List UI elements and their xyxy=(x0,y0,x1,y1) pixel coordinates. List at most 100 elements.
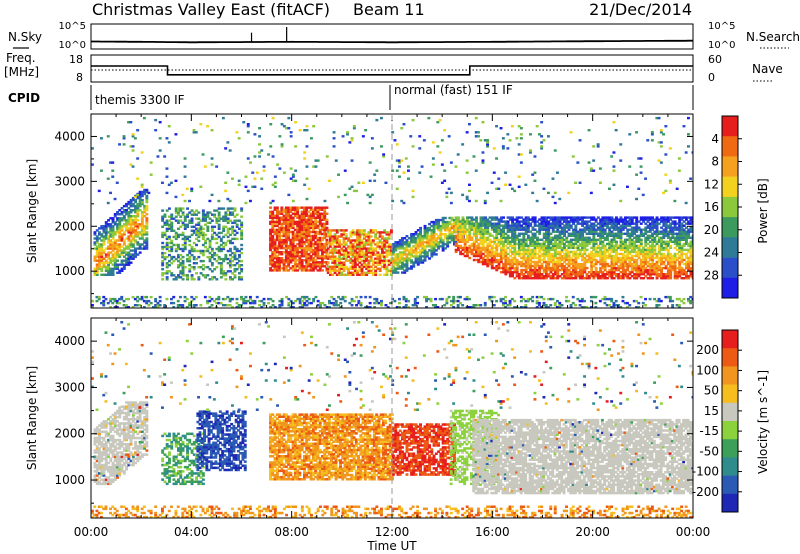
power-cell xyxy=(522,256,526,260)
power-cell xyxy=(522,240,526,243)
power-cell xyxy=(651,271,654,274)
power-cell xyxy=(653,220,657,223)
power-cell xyxy=(574,224,578,227)
power-cell xyxy=(567,244,571,248)
power-cell xyxy=(533,268,537,272)
power-cell xyxy=(138,243,142,246)
power-cell xyxy=(545,260,548,264)
power-cell xyxy=(278,212,281,215)
power-cell xyxy=(314,210,318,213)
power-cell xyxy=(318,216,322,219)
power-cell xyxy=(168,253,171,257)
power-cell xyxy=(569,226,573,229)
power-cell xyxy=(603,268,607,272)
power-cell xyxy=(278,228,281,232)
power-cell xyxy=(637,275,641,278)
power-cell xyxy=(298,206,302,209)
power-cell xyxy=(524,240,528,243)
power-cell xyxy=(554,248,557,252)
power-cell xyxy=(394,253,398,256)
power-cell xyxy=(556,218,560,221)
power-cell xyxy=(284,214,288,217)
power-cell xyxy=(574,256,578,260)
power-cell xyxy=(325,263,329,266)
power-cell xyxy=(394,263,398,266)
power-cell xyxy=(655,252,659,256)
power-cell xyxy=(298,232,302,236)
power-cell xyxy=(186,278,189,281)
power-cell xyxy=(316,224,320,228)
power-cell xyxy=(314,253,318,256)
power-cell xyxy=(526,258,530,262)
power-cell xyxy=(466,250,469,254)
power-cell xyxy=(592,262,596,266)
power-cell xyxy=(531,220,535,223)
power-cell xyxy=(165,219,169,222)
power-cell xyxy=(583,258,587,262)
power-cell xyxy=(644,230,648,233)
power-cell xyxy=(416,239,420,242)
power-cell xyxy=(538,275,542,278)
power-cell xyxy=(481,230,485,233)
power-cell xyxy=(515,236,519,239)
beam-label: Beam 11 xyxy=(353,0,425,19)
power-cell xyxy=(662,273,666,276)
power-cell xyxy=(484,246,487,250)
power-cell xyxy=(587,216,591,219)
power-cell xyxy=(466,220,469,223)
power-cell xyxy=(551,220,555,223)
power-cell xyxy=(396,265,400,268)
power-cell xyxy=(181,255,185,259)
power-cell xyxy=(526,234,530,237)
power-cell xyxy=(293,257,297,260)
power-cell xyxy=(356,253,359,256)
power-cell xyxy=(596,250,600,254)
power-cell xyxy=(635,250,639,254)
power-cell xyxy=(206,274,210,277)
power-cell xyxy=(495,254,499,258)
power-cell xyxy=(213,215,217,218)
power-cell xyxy=(100,247,104,250)
power-cell xyxy=(403,237,407,240)
power-cell xyxy=(329,267,332,270)
power-cell xyxy=(490,240,494,243)
power-cell xyxy=(353,241,357,244)
power-cell xyxy=(383,247,387,250)
power-cell xyxy=(190,219,194,222)
power-cell xyxy=(273,228,277,232)
power-cell xyxy=(477,248,481,252)
power-cell xyxy=(95,237,99,240)
power-cell xyxy=(365,247,369,250)
power-cell xyxy=(331,235,335,238)
power-cell xyxy=(309,236,313,240)
power-cell xyxy=(644,222,648,225)
power-cell xyxy=(454,250,458,254)
power-cell xyxy=(572,264,575,268)
power-cell xyxy=(396,259,400,262)
power-cell xyxy=(390,253,393,256)
power-cell xyxy=(316,230,320,234)
power-cell xyxy=(664,273,668,276)
power-cell xyxy=(403,243,407,246)
power-cell xyxy=(502,262,505,266)
power-cell xyxy=(134,235,137,238)
power-cell xyxy=(307,242,311,246)
power-cell xyxy=(542,226,546,229)
power-cell xyxy=(396,267,400,270)
power-cell xyxy=(626,273,630,276)
power-cell xyxy=(329,233,332,236)
power-cell xyxy=(316,212,320,215)
power-cell xyxy=(486,248,490,252)
power-cell xyxy=(340,263,344,266)
power-cell xyxy=(229,276,232,279)
power-cell xyxy=(275,212,279,215)
power-cell xyxy=(349,249,353,252)
power-cell xyxy=(486,262,490,266)
power-cell xyxy=(367,269,371,272)
power-cell xyxy=(282,230,286,234)
power-cell xyxy=(309,251,313,254)
power-cell xyxy=(273,269,277,272)
power-cell xyxy=(594,228,598,231)
power-cell xyxy=(671,230,675,233)
power-cell xyxy=(626,248,630,252)
